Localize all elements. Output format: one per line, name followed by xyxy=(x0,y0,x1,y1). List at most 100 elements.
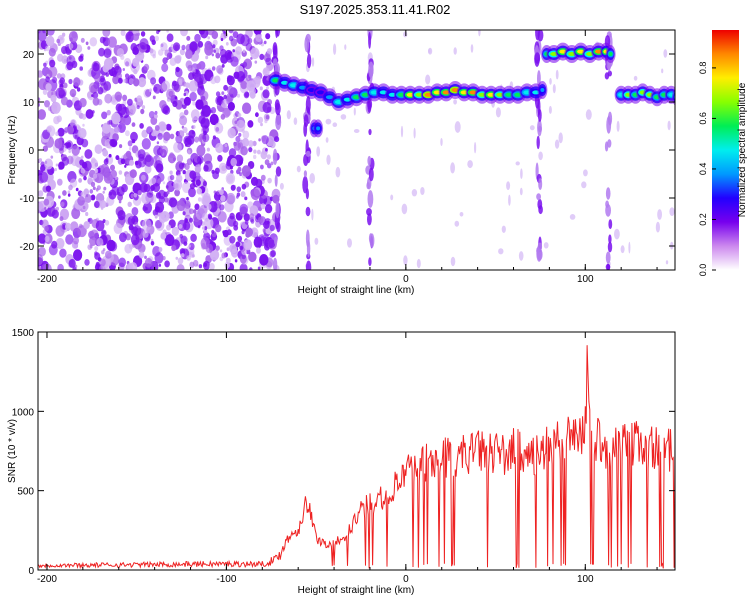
noise-blob xyxy=(103,48,112,59)
noise-blob xyxy=(48,66,58,78)
noise-blob xyxy=(236,93,241,98)
noise-blob xyxy=(85,109,94,119)
noise-blob xyxy=(215,91,221,97)
noise-blob xyxy=(79,55,83,59)
noise-blob xyxy=(189,41,198,52)
noise-blob xyxy=(269,224,275,232)
noise-blob xyxy=(249,252,257,262)
spectrogram-y-tick-label: 20 xyxy=(23,50,35,61)
noise-blob xyxy=(243,239,253,251)
noise-blob xyxy=(144,155,154,167)
noise-blob xyxy=(226,174,234,183)
noise-blob xyxy=(77,225,87,238)
noise-blob xyxy=(259,86,263,91)
noise-blob xyxy=(138,251,145,259)
noise-blob xyxy=(156,141,160,145)
frequency-track xyxy=(541,42,616,63)
noise-blob xyxy=(45,185,52,192)
noise-blob xyxy=(240,191,246,198)
noise-blob xyxy=(125,31,135,43)
colorbar-tick-label: 0.0 xyxy=(698,264,708,277)
streak-blob xyxy=(303,170,307,178)
colorbar-bar xyxy=(712,30,739,270)
noise-blob xyxy=(239,172,243,177)
streak-blob xyxy=(369,233,375,248)
noise-blob xyxy=(51,101,61,114)
noise-blob xyxy=(128,243,134,250)
streak-blob xyxy=(538,178,543,190)
noise-blob xyxy=(192,125,196,129)
noise-blob xyxy=(69,88,77,98)
noise-blob xyxy=(235,241,241,248)
noise-blob xyxy=(102,37,107,42)
noise-blob xyxy=(209,113,219,126)
noise-blob xyxy=(99,258,106,267)
noise-blob xyxy=(171,226,180,236)
noise-blob xyxy=(555,69,559,80)
noise-blob xyxy=(225,42,229,46)
noise-blob xyxy=(314,237,319,245)
noise-blob xyxy=(194,164,202,173)
noise-blob xyxy=(98,266,103,270)
noise-blob xyxy=(133,193,138,198)
noise-blob xyxy=(202,180,207,187)
noise-blob xyxy=(233,71,240,80)
noise-blob xyxy=(211,30,219,40)
noise-blob xyxy=(203,262,208,268)
noise-blob xyxy=(198,264,203,269)
noise-blob xyxy=(152,95,156,100)
noise-blob xyxy=(172,100,178,108)
noise-blob xyxy=(176,174,183,183)
noise-blob xyxy=(166,30,169,33)
noise-blob xyxy=(85,211,89,217)
noise-blob xyxy=(174,189,181,197)
noise-blob xyxy=(91,110,95,114)
noise-blob xyxy=(84,149,93,159)
noise-blob xyxy=(176,264,185,270)
streak-blob xyxy=(274,136,280,143)
noise-blob xyxy=(257,234,267,247)
noise-blob xyxy=(141,45,145,50)
noise-blob xyxy=(520,168,523,179)
noise-blob xyxy=(57,263,64,270)
noise-blob xyxy=(259,253,269,266)
noise-blob xyxy=(59,77,65,85)
noise-blob xyxy=(208,214,213,220)
snr-x-tick-label: -100 xyxy=(216,574,236,585)
noise-blob xyxy=(188,187,196,198)
noise-blob xyxy=(661,68,664,74)
noise-blob xyxy=(123,78,127,83)
noise-blob xyxy=(558,132,563,144)
noise-blob xyxy=(217,211,227,223)
noise-blob xyxy=(169,133,175,140)
colorbar: 0.0 0.2 0.4 0.6 0.8 Normalized spectral ampl… xyxy=(698,30,748,276)
noise-blob xyxy=(61,32,66,37)
noise-blob xyxy=(215,142,224,154)
noise-blob xyxy=(200,30,209,39)
streak-blob xyxy=(604,72,610,80)
noise-blob xyxy=(186,35,191,41)
noise-blob xyxy=(515,161,520,166)
noise-blob xyxy=(221,252,227,259)
noise-blob xyxy=(85,41,89,46)
noise-blob xyxy=(153,86,158,92)
noise-blob xyxy=(131,207,139,216)
noise-blob xyxy=(38,109,46,120)
noise-blob xyxy=(83,221,90,230)
noise-blob xyxy=(54,168,57,172)
noise-blob xyxy=(81,161,88,169)
noise-blob xyxy=(78,178,82,183)
noise-blob xyxy=(42,89,48,95)
noise-blob xyxy=(264,204,273,214)
noise-blob xyxy=(164,49,170,57)
noise-blob xyxy=(124,164,127,168)
noise-blob xyxy=(628,241,631,254)
noise-blob xyxy=(224,143,228,148)
noise-blob xyxy=(50,94,57,103)
noise-blob xyxy=(62,190,67,196)
noise-blob xyxy=(120,117,126,124)
noise-blob xyxy=(158,49,164,56)
noise-blob xyxy=(173,141,182,153)
noise-blob xyxy=(150,77,157,85)
noise-blob xyxy=(206,203,212,211)
